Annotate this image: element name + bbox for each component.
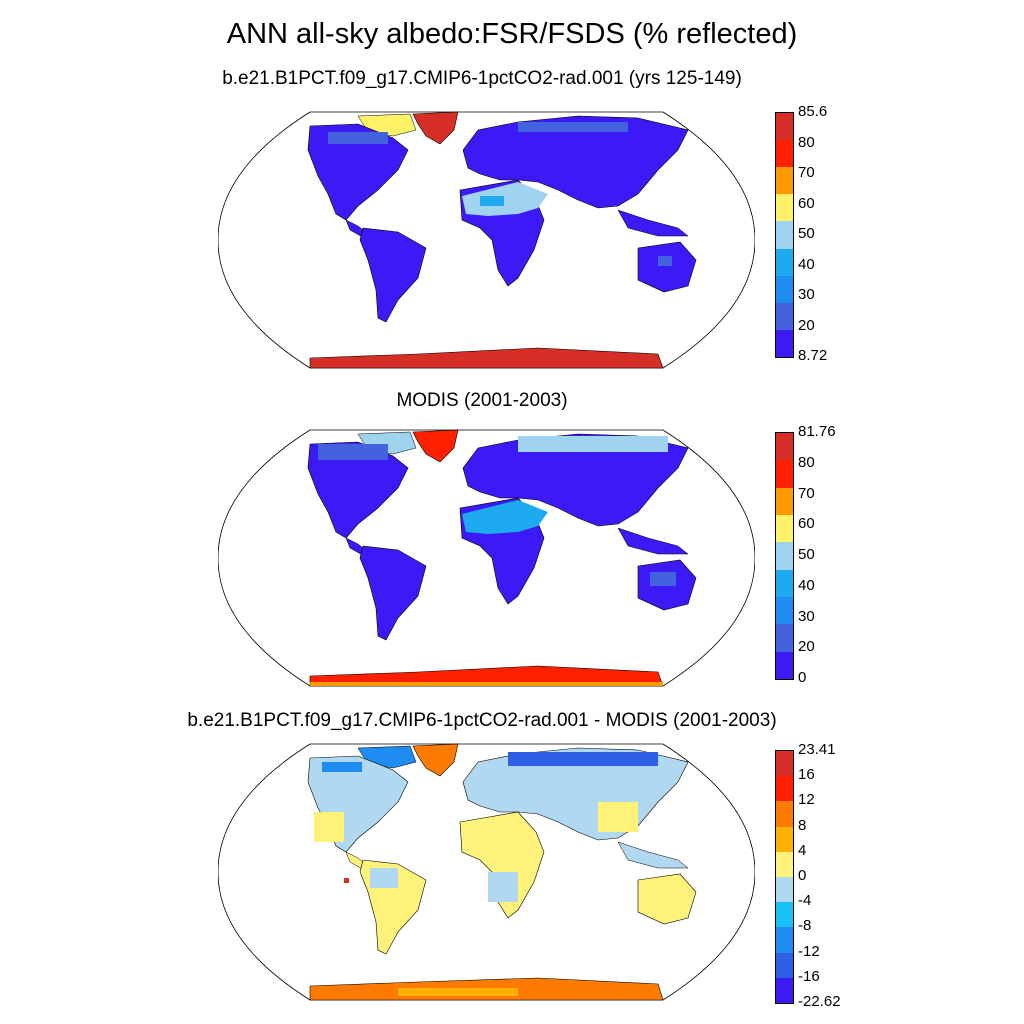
colorbar-2-tick-label: 80	[798, 453, 815, 471]
colorbar-2-box	[776, 596, 793, 625]
colorbar-3-box	[776, 751, 793, 777]
colorbar-2-box	[776, 542, 793, 570]
colorbar-3	[775, 750, 794, 1004]
colorbar-2-tick-label: 70	[798, 484, 815, 502]
colorbar-3-box	[776, 826, 793, 852]
difference-map	[218, 743, 755, 1001]
colorbar-2-tick-label: 30	[798, 607, 815, 625]
colorbar-2-tick-label: 40	[798, 576, 815, 594]
colorbar-2-tick-label: 50	[798, 546, 815, 563]
south-america	[359, 227, 427, 323]
colorbar-3-tick-label: -16	[798, 967, 820, 985]
colorbar-3-box	[776, 952, 793, 978]
colorbar-3-tick-label: 23.41	[798, 741, 836, 758]
colorbar-3-tick-label: -8	[798, 917, 812, 935]
australia	[637, 873, 697, 925]
colorbar-1-box	[776, 275, 793, 303]
colorbar-2-tick-label: 60	[798, 515, 815, 533]
eurasia	[462, 433, 689, 527]
sahara-arabia	[462, 182, 548, 216]
colorbar-3-box	[776, 851, 793, 877]
colorbar-3-box	[776, 927, 793, 953]
colorbar-1-box	[776, 167, 793, 195]
colorbar-3-box	[776, 776, 793, 802]
modis-albedo-map	[218, 429, 755, 687]
colorbar-2-tick-label: 0	[798, 669, 807, 686]
colorbar-1-box	[776, 113, 793, 141]
colorbar-3-tick-label: 16	[798, 766, 815, 784]
colorbar-2-tick-label: 81.76	[798, 423, 836, 440]
eurasia	[462, 115, 689, 209]
greenland	[412, 429, 459, 463]
panel-3-title: b.e21.B1PCT.f09_g17.CMIP6-1pctCO2-rad.00…	[187, 710, 777, 731]
colorbar-3-tick-label: 4	[798, 841, 807, 859]
colorbar-2-box	[776, 514, 793, 543]
colorbar-1-tick-label: 8.72	[798, 347, 828, 364]
antarctica	[309, 347, 664, 369]
colorbar-1	[775, 112, 794, 358]
colorbar-3-box	[776, 902, 793, 928]
colorbar-1-box	[776, 329, 793, 357]
colorbar-2-tick-label: 20	[798, 638, 815, 656]
colorbar-2-box	[776, 433, 793, 461]
colorbar-2	[775, 432, 794, 680]
sahara-arabia	[462, 500, 548, 534]
colorbar-2-box	[776, 487, 793, 515]
colorbar-1-tick-label: 60	[798, 194, 815, 212]
colorbar-1-tick-label: 70	[798, 164, 815, 181]
colorbar-1-box	[776, 248, 793, 276]
greenland	[412, 743, 459, 777]
colorbar-1-box	[776, 221, 793, 249]
australia	[637, 241, 697, 293]
colorbar-1-tick-label: 80	[798, 133, 815, 151]
colorbar-1-tick-label: 50	[798, 225, 815, 242]
colorbar-1-tick-label: 85.6	[798, 103, 828, 120]
africa	[459, 811, 545, 919]
colorbar-2-box	[776, 651, 793, 679]
southeast-asia	[617, 841, 689, 869]
north-america	[307, 123, 409, 221]
colorbar-2-box	[776, 624, 793, 652]
colorbar-1-box	[776, 140, 793, 168]
colorbar-3-tick-label: -12	[798, 942, 820, 960]
southeast-asia	[617, 527, 689, 555]
colorbar-1-tick-label: 40	[798, 255, 815, 273]
panel-2-title: MODIS (2001-2003)	[396, 390, 568, 411]
figure-title: ANN all-sky albedo:FSR/FSDS (% reflected…	[226, 18, 798, 50]
southeast-asia	[617, 209, 689, 237]
greenland	[412, 111, 459, 145]
colorbar-3-tick-label: 8	[798, 816, 807, 834]
colorbar-3-box	[776, 876, 793, 903]
colorbar-3-tick-label: 0	[798, 867, 807, 884]
colorbar-3-box	[776, 801, 793, 827]
colorbar-1-tick-label: 20	[798, 316, 815, 334]
panel-1-title: b.e21.B1PCT.f09_g17.CMIP6-1pctCO2-rad.00…	[222, 68, 742, 89]
colorbar-3-tick-label: -22.62	[798, 993, 841, 1010]
colorbar-3-tick-label: -4	[798, 892, 812, 910]
colorbar-1-box	[776, 302, 793, 330]
model-albedo-map	[218, 111, 755, 369]
south-america	[359, 545, 427, 641]
colorbar-1-tick-label: 30	[798, 286, 815, 303]
colorbar-3-box	[776, 977, 793, 1003]
colorbar-2-box	[776, 460, 793, 488]
colorbar-1-box	[776, 194, 793, 222]
colorbar-2-box	[776, 569, 793, 597]
north-america	[307, 441, 409, 539]
colorbar-3-tick-label: 12	[798, 791, 815, 809]
